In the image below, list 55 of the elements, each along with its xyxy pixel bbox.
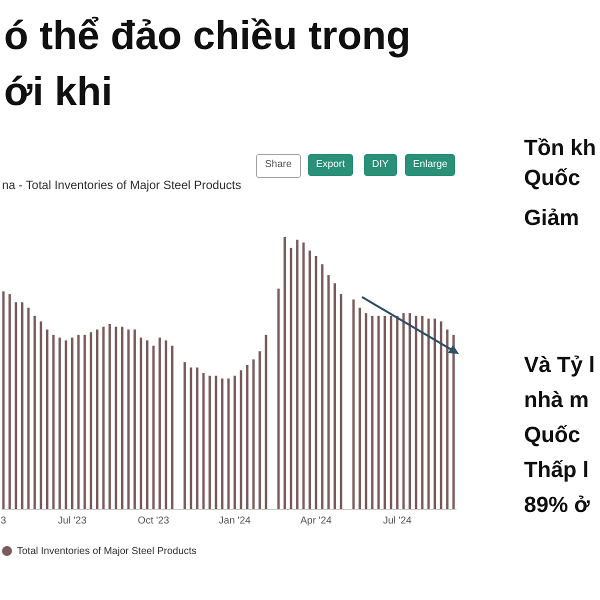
bar [96,329,98,509]
bar [71,338,74,509]
bar [246,364,248,509]
text: Và Tỷ l [524,352,595,378]
text: Quốc [524,165,580,191]
bar [171,346,174,509]
text: nhà m [524,387,589,413]
bar [84,334,86,509]
bar [221,378,224,509]
bar [108,324,111,509]
text: 89% ở [524,492,590,518]
bar [146,340,148,509]
bar [8,294,11,509]
bar [446,329,448,509]
bar [134,329,136,509]
chart-title: ó thể đảo chiều trong ới khi [4,13,411,116]
x-tick-label: Jul '24 [383,516,412,526]
bar [234,376,236,509]
bar [21,302,24,509]
bar [396,316,398,509]
bar [258,351,261,509]
bar [434,318,436,509]
bar [121,326,124,509]
bar [308,250,311,509]
text: DIY [364,154,397,176]
bar [284,237,286,509]
bar [184,362,186,509]
x-tick-label: 3 [0,516,7,526]
bar [196,368,198,509]
text: Enlarge [405,154,456,176]
bar [421,316,424,509]
bar [334,283,336,509]
text: Export [308,154,353,176]
text: Tồn kh [524,135,596,161]
bar [321,264,324,509]
bar [408,313,411,509]
bar [208,376,211,509]
bar [384,316,386,509]
x-tick-label: Apr '24 [300,516,332,526]
bar [358,308,361,509]
chart-subtitle: na - Total Inventories of Major Steel Products [2,178,242,192]
bar [158,338,161,509]
text: Giảm [524,205,580,231]
bar [58,338,61,509]
text: Share [256,154,301,178]
bar [34,316,36,509]
x-tick-label: Oct '23 [138,516,170,526]
bar [371,316,374,509]
x-tick-label: Jul '23 [58,516,87,526]
x-tick-label: Jan '24 [218,516,252,526]
text: Quốc [524,422,580,448]
text: Thấp l [524,457,589,483]
bar [46,329,48,509]
bar [296,240,298,509]
legend-label: Total Inventories of Major Steel Products [17,546,197,557]
